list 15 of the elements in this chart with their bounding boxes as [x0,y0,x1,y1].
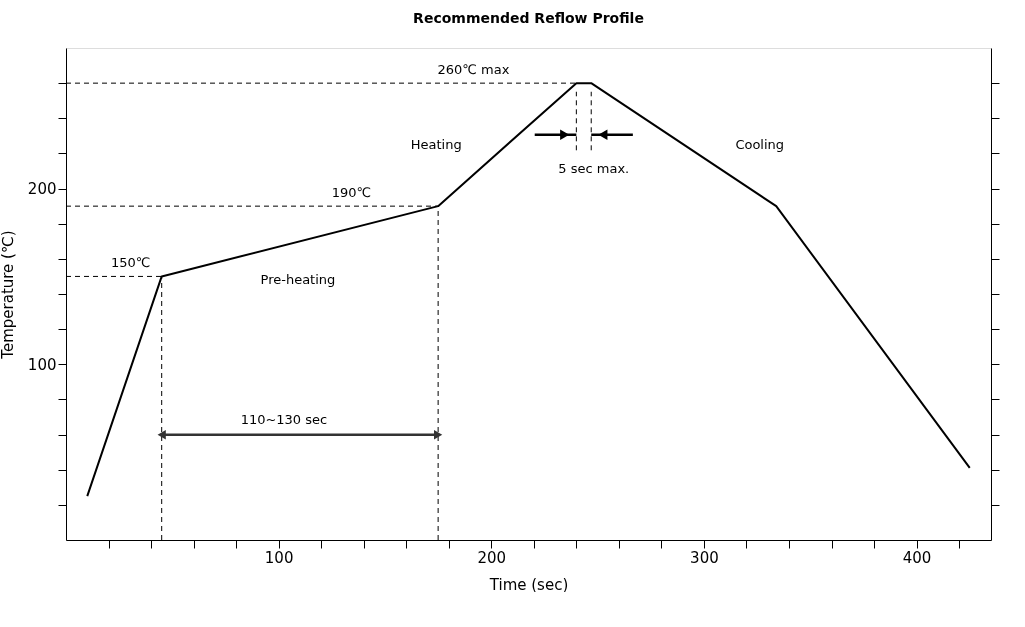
annotation: Heating [410,136,462,152]
x-tick-label: 100 [264,548,294,567]
y-axis-title: Temperature (℃) [0,230,17,360]
annotation: 5 sec max. [558,161,630,177]
x-tick-label: 200 [477,548,507,567]
annotation: Pre-heating [260,272,336,288]
ref-line-label: 150℃ [111,255,151,271]
annotation: Cooling [735,136,785,152]
annotation: 110~130 sec [240,411,328,427]
ref-line-label: 190℃ [331,185,372,201]
x-tick-label: 300 [690,548,719,567]
x-axis-title: Time (sec) [488,575,569,594]
x-tick-label: 400 [902,548,932,567]
ref-line-label: 260℃ max [437,62,510,78]
chart-title: Recommended Reflow Profile [413,10,644,26]
